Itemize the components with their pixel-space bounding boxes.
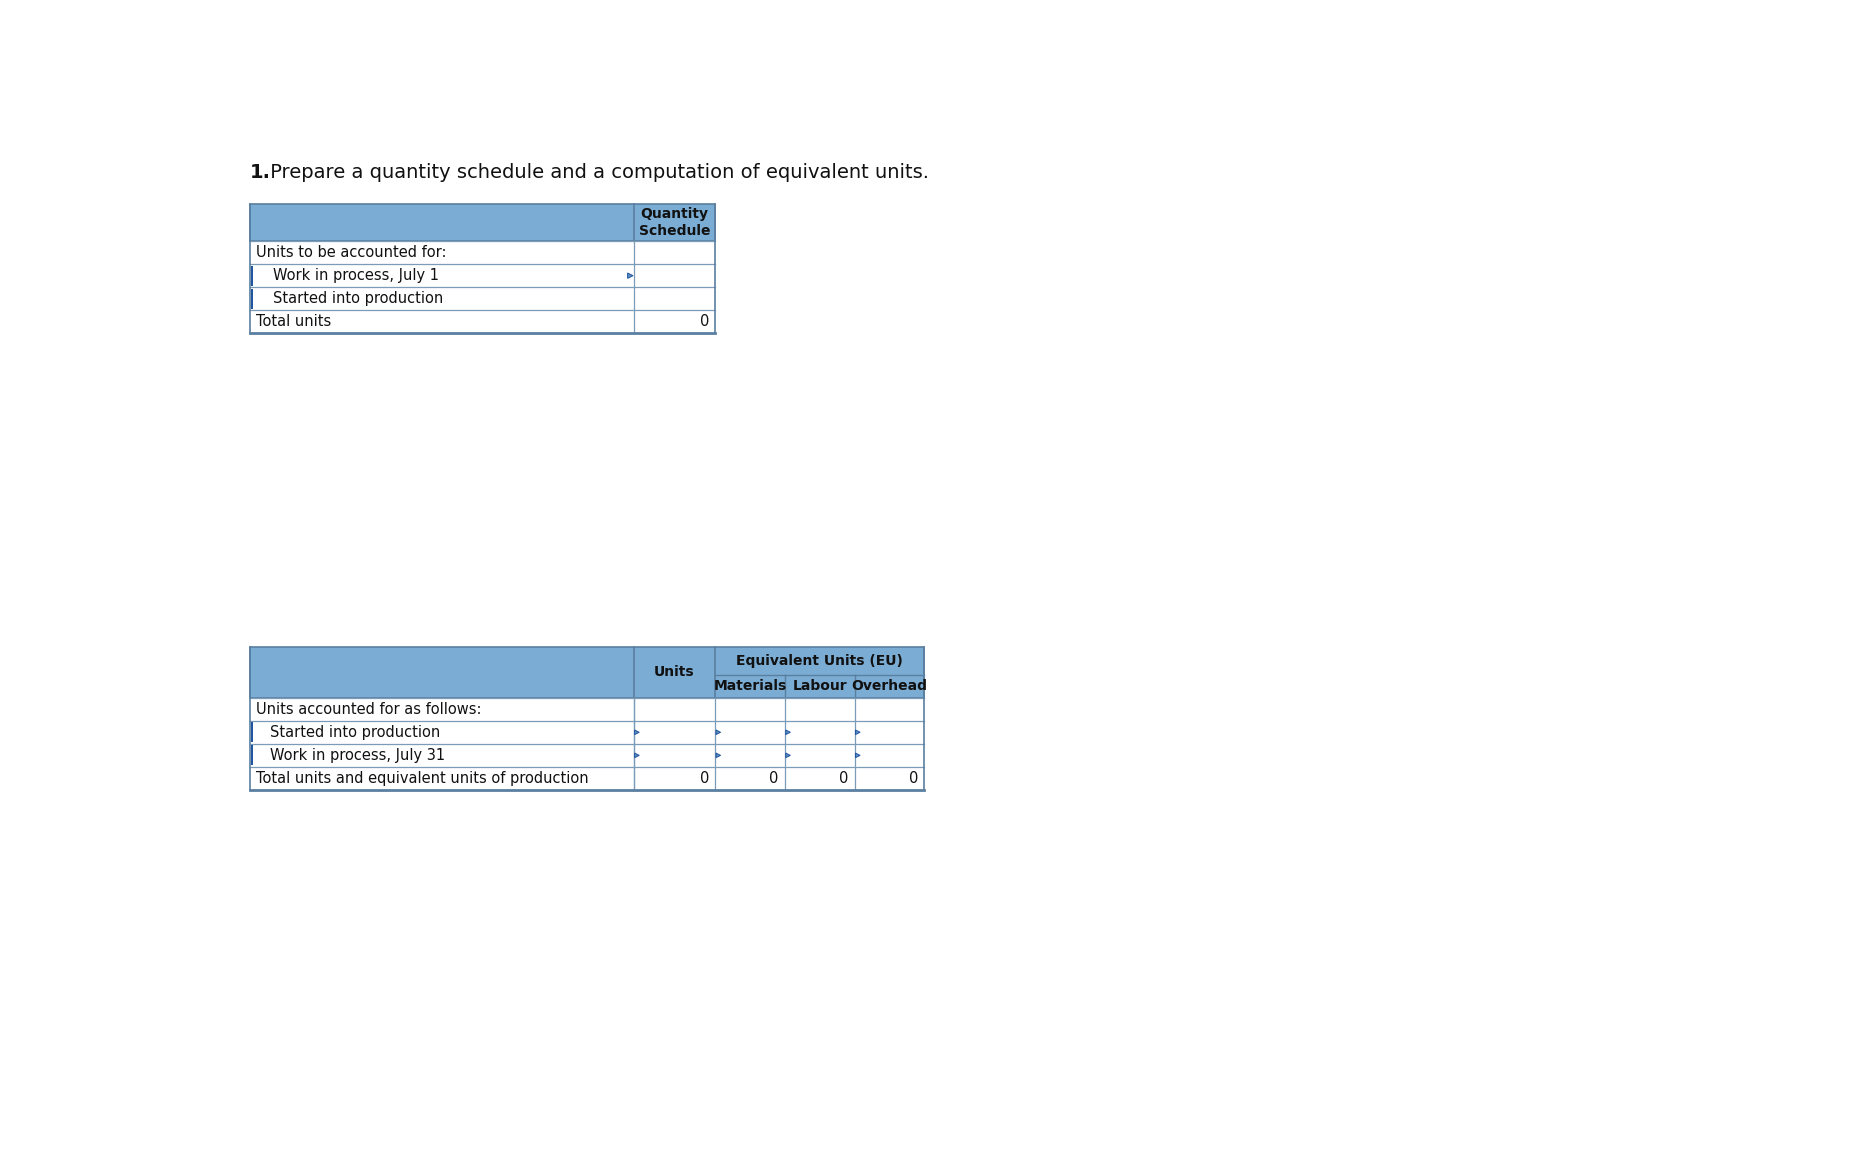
Text: 0: 0 — [699, 314, 708, 329]
Bar — [250, 744, 925, 767]
Polygon shape — [634, 730, 639, 735]
Text: Work in process, July 31: Work in process, July 31 — [270, 748, 444, 762]
Text: Started into production: Started into production — [274, 291, 444, 306]
Text: 0: 0 — [770, 772, 779, 785]
Text: Units to be accounted for:: Units to be accounted for: — [255, 245, 445, 260]
Text: Units accounted for as follows:: Units accounted for as follows: — [255, 702, 481, 716]
Polygon shape — [785, 753, 790, 758]
Text: Started into production: Started into production — [270, 725, 440, 739]
Text: Labour: Labour — [792, 679, 846, 693]
Text: Overhead: Overhead — [852, 679, 926, 693]
Polygon shape — [785, 730, 790, 735]
Bar — [252, 745, 254, 766]
Polygon shape — [716, 730, 720, 735]
Text: 0: 0 — [699, 772, 708, 785]
Bar — [250, 647, 925, 698]
Polygon shape — [634, 753, 639, 758]
Bar — [250, 288, 714, 311]
Text: 1.: 1. — [250, 163, 270, 182]
Text: Total units: Total units — [255, 314, 330, 329]
Text: Total units and equivalent units of production: Total units and equivalent units of prod… — [255, 772, 587, 785]
Polygon shape — [628, 273, 632, 278]
Text: 0: 0 — [839, 772, 848, 785]
Polygon shape — [856, 730, 859, 735]
Bar — [250, 721, 925, 744]
Polygon shape — [716, 753, 720, 758]
Text: Equivalent Units (EU): Equivalent Units (EU) — [736, 654, 902, 668]
Polygon shape — [856, 753, 859, 758]
Text: Materials: Materials — [714, 679, 787, 693]
Bar — [250, 767, 925, 790]
Text: Units: Units — [654, 665, 695, 679]
Bar — [252, 289, 254, 308]
Bar — [252, 722, 254, 743]
Text: Quantity
Schedule: Quantity Schedule — [637, 207, 710, 238]
Bar — [250, 204, 714, 241]
Text: 0: 0 — [908, 772, 917, 785]
Bar — [250, 698, 925, 721]
Bar — [252, 266, 254, 285]
Bar — [250, 264, 714, 288]
Bar — [250, 311, 714, 334]
Text: Work in process, July 1: Work in process, July 1 — [274, 268, 440, 283]
Bar — [250, 241, 714, 264]
Text: Prepare a quantity schedule and a computation of equivalent units.: Prepare a quantity schedule and a comput… — [265, 163, 928, 182]
